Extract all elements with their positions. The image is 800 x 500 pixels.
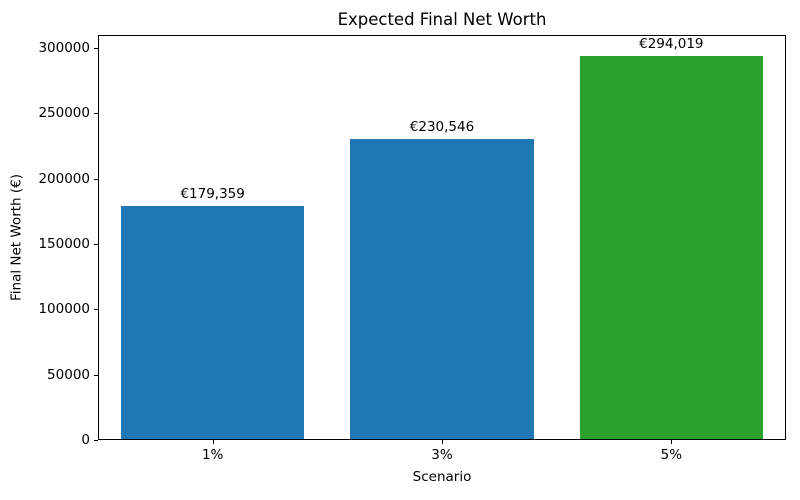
bar-value-label: €294,019: [639, 35, 704, 52]
y-tick-mark: [94, 48, 98, 50]
x-axis-label: Scenario: [412, 469, 472, 485]
x-tick-label: 5%: [660, 447, 683, 463]
x-tick-label: 1%: [201, 447, 224, 463]
x-tick-mark: [212, 440, 214, 444]
y-tick-mark: [94, 374, 98, 376]
bar-value-label: €230,546: [409, 118, 475, 135]
bar-3%: [350, 138, 534, 440]
x-tick-label: 3%: [431, 447, 453, 463]
y-tick-label: 300000: [38, 40, 90, 57]
bar-value-label: €179,359: [180, 185, 245, 202]
y-tick-mark: [94, 440, 98, 441]
y-tick-label: 0: [81, 432, 90, 448]
y-tick-label: 50000: [47, 366, 90, 383]
y-tick-mark: [94, 178, 98, 180]
y-tick-label: 100000: [38, 301, 90, 318]
x-tick-mark: [442, 440, 443, 444]
plot-area: [98, 35, 786, 440]
y-tick-label: 250000: [38, 105, 90, 122]
bar-5%: [579, 55, 764, 440]
x-tick-mark: [671, 440, 673, 444]
chart-title: Expected Final Net Worth: [337, 10, 547, 29]
bar-1%: [120, 205, 305, 440]
y-tick-mark: [94, 309, 98, 311]
y-tick-mark: [94, 113, 98, 115]
y-axis-label: Final Net Worth (€): [8, 173, 25, 302]
y-tick-label: 150000: [38, 236, 90, 253]
y-tick-label: 200000: [38, 170, 90, 187]
y-tick-mark: [94, 244, 98, 246]
